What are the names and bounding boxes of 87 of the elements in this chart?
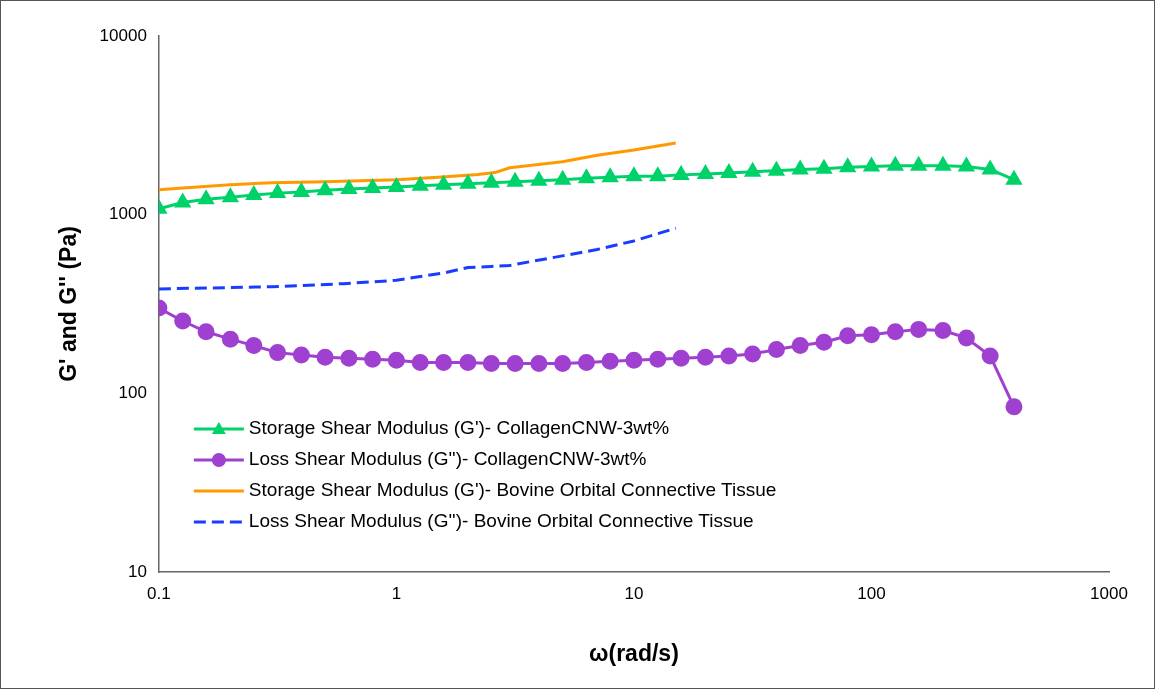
point (887, 157, 903, 171)
point (886, 323, 904, 341)
point (862, 326, 880, 344)
point (317, 181, 333, 196)
point (696, 348, 714, 366)
legend-label: Loss Shear Modulus (G'')- Bovine Orbital Connective Tissue (248, 510, 754, 532)
point (840, 158, 856, 173)
point (958, 158, 974, 172)
point (388, 178, 404, 192)
y-tick-label: 1000 (109, 204, 147, 224)
point (602, 168, 618, 183)
point (245, 337, 263, 355)
point (626, 167, 642, 182)
point (174, 312, 192, 330)
point (292, 346, 310, 364)
point (649, 350, 667, 368)
x-tick-label: 10 (624, 583, 644, 603)
point (577, 353, 595, 371)
point (1006, 171, 1022, 185)
point (1005, 398, 1023, 416)
point (293, 183, 309, 197)
point (222, 188, 238, 203)
x-tick-label: 0.1 (147, 583, 171, 603)
x-tick-label: 1 (391, 583, 402, 603)
point (934, 321, 952, 339)
point (482, 354, 500, 372)
point (672, 349, 690, 367)
x-axis-title: ω(rad/s) (589, 639, 679, 666)
legend-label: Storage Shear Modulus (G')- Bovine Orbital Connective Tissue (248, 479, 777, 501)
y-tick-label: 100 (118, 383, 147, 403)
point (365, 179, 381, 194)
point (198, 190, 214, 205)
point (531, 172, 547, 186)
point (175, 193, 191, 208)
point (957, 329, 975, 347)
point (340, 349, 358, 367)
point (982, 160, 998, 175)
point (555, 171, 571, 185)
point (460, 175, 476, 189)
point (459, 353, 477, 371)
point (530, 354, 548, 372)
point (483, 174, 499, 188)
point (387, 351, 405, 369)
point (768, 162, 784, 176)
point (625, 351, 643, 369)
point (981, 347, 999, 365)
point (910, 320, 928, 338)
point (745, 163, 761, 177)
point (791, 337, 809, 355)
point (720, 347, 738, 365)
point (792, 160, 808, 175)
point (364, 350, 382, 368)
point (269, 344, 287, 362)
point (863, 158, 880, 172)
point (744, 345, 762, 363)
x-tick-label: 100 (857, 583, 886, 603)
y-tick-label: 10000 (99, 25, 147, 45)
y-tick-label: 10 (127, 561, 147, 581)
x-tick-label: 1000 (1090, 583, 1128, 603)
point (935, 157, 951, 171)
point (578, 169, 594, 184)
point (507, 173, 523, 187)
point (411, 353, 429, 371)
point (650, 167, 666, 182)
point (341, 180, 357, 195)
point (506, 354, 524, 372)
point (767, 340, 785, 358)
point (839, 327, 857, 345)
point (911, 157, 927, 171)
point (316, 348, 334, 366)
point (697, 165, 713, 179)
point (816, 160, 832, 174)
point (815, 333, 833, 351)
point (554, 354, 572, 372)
legend-label: Storage Shear Modulus (G')- CollagenCNW-3wt% (248, 417, 670, 439)
point (197, 323, 215, 341)
y-axis-title: G' and G'' (Pa) (55, 226, 82, 382)
point (270, 184, 286, 199)
point (435, 353, 453, 371)
point (601, 352, 619, 370)
point (721, 164, 737, 179)
point (436, 176, 452, 190)
point (246, 186, 262, 200)
point (221, 330, 239, 348)
point (412, 177, 428, 191)
point (673, 166, 689, 180)
legend-label: Loss Shear Modulus (G'')- CollagenCNW-3wt% (248, 448, 647, 470)
